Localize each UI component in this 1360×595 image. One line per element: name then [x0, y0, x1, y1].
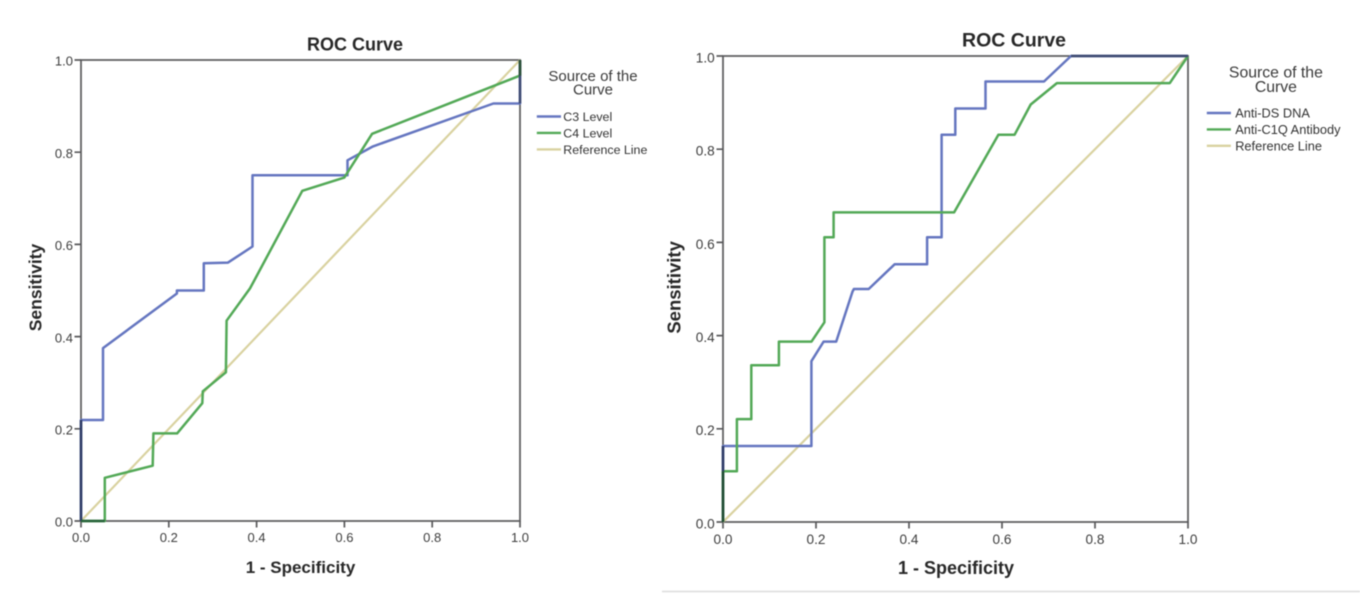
- svg-text:Reference Line: Reference Line: [563, 143, 647, 157]
- svg-text:1 - Specificity: 1 - Specificity: [246, 558, 356, 577]
- svg-text:0.6: 0.6: [696, 237, 715, 252]
- svg-text:0.4: 0.4: [248, 530, 266, 545]
- svg-text:0.8: 0.8: [696, 144, 715, 159]
- svg-text:0.6: 0.6: [335, 530, 353, 545]
- svg-text:0.0: 0.0: [714, 532, 733, 547]
- svg-text:ROC Curve: ROC Curve: [307, 35, 403, 55]
- svg-text:0.8: 0.8: [423, 530, 441, 545]
- svg-text:Sensitivity: Sensitivity: [664, 240, 685, 333]
- svg-text:0.0: 0.0: [55, 515, 73, 530]
- svg-text:C4 Level: C4 Level: [563, 126, 612, 140]
- svg-text:0.6: 0.6: [993, 532, 1012, 547]
- svg-text:0.8: 0.8: [55, 146, 73, 161]
- svg-text:1.0: 1.0: [511, 530, 529, 545]
- svg-text:1.0: 1.0: [55, 54, 73, 69]
- svg-text:1 - Specificity: 1 - Specificity: [898, 558, 1014, 578]
- svg-text:0.6: 0.6: [55, 238, 73, 253]
- svg-text:Sensitivity: Sensitivity: [26, 243, 46, 331]
- svg-text:Curve: Curve: [573, 82, 613, 99]
- svg-text:0.8: 0.8: [1086, 532, 1105, 547]
- svg-text:0.4: 0.4: [55, 330, 73, 345]
- svg-text:C3 Level: C3 Level: [563, 110, 612, 124]
- svg-text:Anti-DS DNA: Anti-DS DNA: [1235, 106, 1310, 121]
- svg-text:0.2: 0.2: [160, 530, 178, 545]
- svg-text:0.4: 0.4: [696, 330, 715, 345]
- svg-text:1.0: 1.0: [1179, 532, 1198, 547]
- svg-text:Reference Line: Reference Line: [1235, 138, 1322, 153]
- svg-text:Source of the: Source of the: [1229, 64, 1323, 81]
- svg-text:0.0: 0.0: [696, 516, 715, 531]
- svg-text:Source of the: Source of the: [548, 68, 637, 85]
- svg-text:0.4: 0.4: [900, 532, 919, 547]
- svg-text:0.2: 0.2: [807, 532, 826, 547]
- svg-text:Curve: Curve: [1255, 79, 1297, 96]
- svg-text:0.2: 0.2: [696, 423, 715, 438]
- svg-text:ROC Curve: ROC Curve: [962, 30, 1066, 52]
- svg-text:1.0: 1.0: [696, 50, 715, 65]
- svg-text:0.2: 0.2: [55, 423, 73, 438]
- svg-text:Anti-C1Q Antibody: Anti-C1Q Antibody: [1235, 122, 1341, 137]
- svg-text:0.0: 0.0: [72, 530, 90, 545]
